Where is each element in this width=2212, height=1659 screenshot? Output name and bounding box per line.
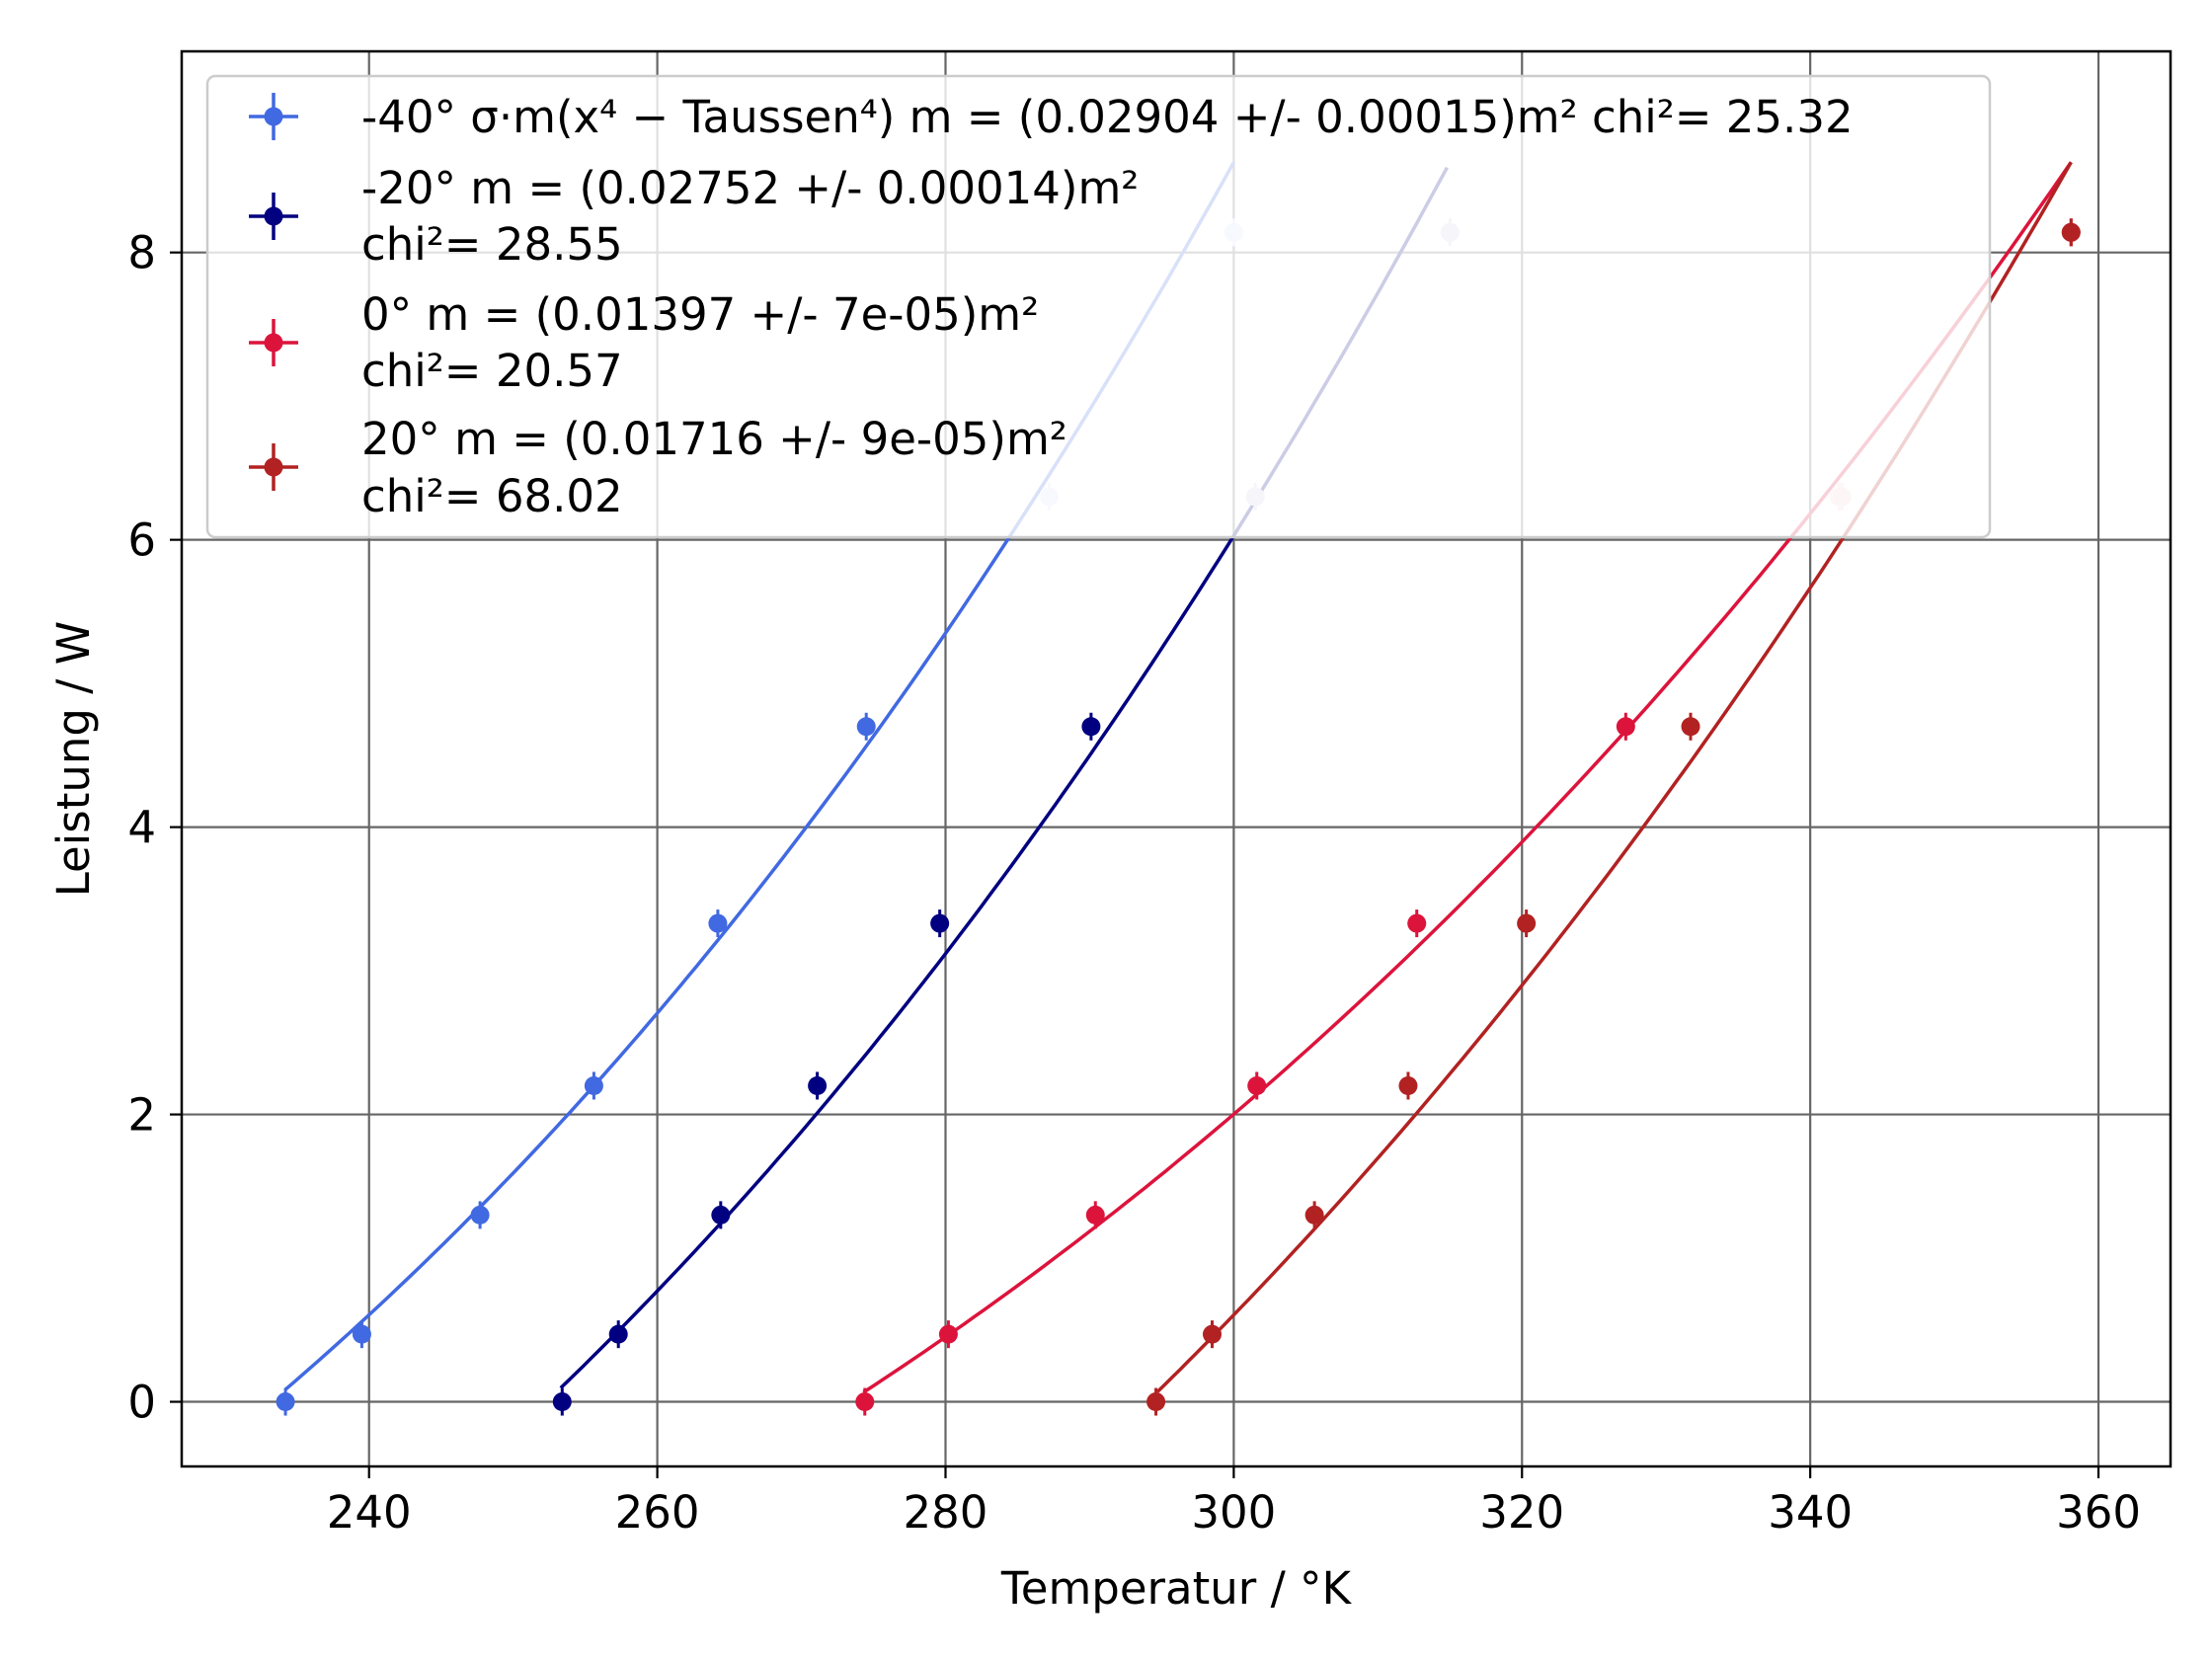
- point-marker: [930, 913, 950, 933]
- legend-marker-dot: [264, 457, 283, 477]
- point-marker: [1407, 913, 1427, 933]
- data-point: [352, 1320, 371, 1349]
- plot-frame: [180, 49, 2172, 1468]
- data-point: [584, 1071, 603, 1100]
- point-marker: [584, 1075, 603, 1095]
- legend-label: -40° σ·m(x⁴ − Taussen⁴) m = (0.02904 +/-…: [361, 91, 1854, 143]
- data-point: [1146, 1387, 1166, 1416]
- point-marker: [1146, 1392, 1166, 1412]
- legend-label: chi²= 28.55: [361, 218, 623, 271]
- data-point: [1517, 909, 1537, 938]
- point-marker: [708, 913, 728, 933]
- legend-marker-dot: [264, 206, 283, 226]
- point-marker: [1517, 913, 1537, 933]
- legend-marker-dot: [264, 333, 283, 353]
- y-tick-label: 4: [127, 802, 156, 854]
- data-point: [808, 1071, 828, 1100]
- data-point: [1304, 1201, 1324, 1229]
- legend-label: 20° m = (0.01716 +/- 9e-05)m²: [361, 413, 1067, 465]
- point-marker: [938, 1324, 958, 1344]
- data-point: [855, 1387, 875, 1416]
- legend-label: chi²= 68.02: [361, 470, 623, 522]
- data-point: [1247, 1071, 1267, 1100]
- legend-label: 0° m = (0.01397 +/- 7e-05)m²: [361, 288, 1039, 341]
- data-point: [470, 1201, 490, 1229]
- data-point: [930, 909, 950, 938]
- point-marker: [1304, 1205, 1324, 1224]
- y-tick-label: 0: [127, 1377, 156, 1429]
- x-tick-label: 260: [615, 1486, 700, 1539]
- data-point: [1085, 1201, 1105, 1229]
- legend-label: chi²= 20.57: [361, 345, 623, 397]
- data-point: [708, 909, 728, 938]
- data-point: [276, 1387, 295, 1416]
- point-marker: [552, 1392, 572, 1412]
- point-marker: [1398, 1075, 1418, 1095]
- data-point: [1081, 712, 1101, 741]
- legend-label: -20° m = (0.02752 +/- 0.00014)m²: [361, 162, 1139, 214]
- point-marker: [808, 1075, 828, 1095]
- legend-box: [205, 74, 1992, 539]
- point-marker: [470, 1205, 490, 1224]
- data-point: [1398, 1071, 1418, 1100]
- data-point: [711, 1201, 731, 1229]
- y-tick-label: 8: [127, 227, 156, 279]
- x-tick-label: 280: [904, 1486, 988, 1539]
- data-point: [608, 1320, 628, 1349]
- x-tick-label: 360: [2056, 1486, 2141, 1539]
- x-ticks: 240 260 280 300 320 340 360: [327, 1466, 2141, 1539]
- y-ticks: 0 2 4 6 8: [127, 227, 182, 1429]
- data-point: [938, 1320, 958, 1349]
- point-marker: [1081, 717, 1101, 737]
- point-marker: [1085, 1205, 1105, 1224]
- point-marker: [711, 1205, 731, 1224]
- point-marker: [608, 1324, 628, 1344]
- x-tick-label: 240: [327, 1486, 412, 1539]
- data-point: [2061, 218, 2081, 247]
- point-marker: [1202, 1324, 1222, 1344]
- legend: -40° σ·m(x⁴ − Taussen⁴) m = (0.02904 +/-…: [205, 74, 1992, 539]
- x-tick-label: 300: [1191, 1486, 1276, 1539]
- data-point: [552, 1387, 572, 1416]
- x-tick-label: 320: [1479, 1486, 1564, 1539]
- point-marker: [352, 1324, 371, 1344]
- point-marker: [855, 1392, 875, 1412]
- y-axis-label: Leistung / W: [47, 621, 100, 897]
- x-tick-label: 340: [1768, 1486, 1853, 1539]
- x-axis-label: Temperatur / °K: [1000, 1562, 1353, 1615]
- point-marker: [1247, 1075, 1267, 1095]
- point-marker: [1681, 717, 1700, 737]
- y-tick-label: 2: [127, 1089, 156, 1142]
- legend-entry: -40° σ·m(x⁴ − Taussen⁴) m = (0.02904 +/-…: [249, 91, 1854, 143]
- data-point: [1202, 1320, 1222, 1349]
- data-point: [856, 712, 876, 741]
- data-point: [1616, 712, 1635, 741]
- legend-marker-dot: [264, 107, 283, 126]
- y-tick-label: 6: [127, 514, 156, 567]
- data-point: [1681, 712, 1700, 741]
- point-marker: [1616, 717, 1635, 737]
- point-marker: [276, 1392, 295, 1412]
- point-marker: [856, 717, 876, 737]
- data-point: [1407, 909, 1427, 938]
- point-marker: [2061, 222, 2081, 242]
